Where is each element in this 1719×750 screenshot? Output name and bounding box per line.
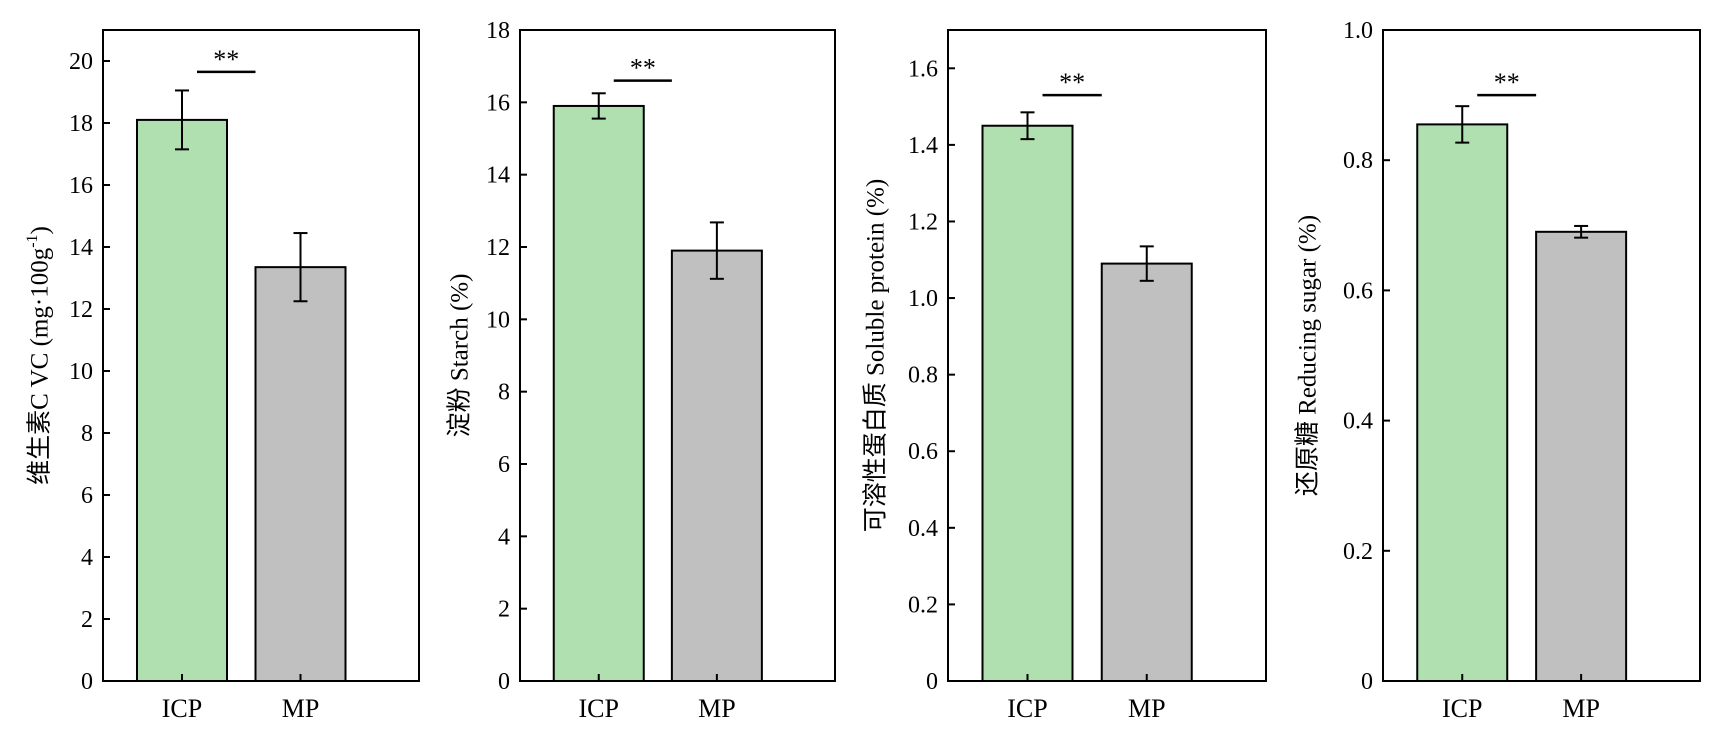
y-tick-label: 1.2 (908, 209, 938, 235)
x-tick-label: MP (1128, 694, 1166, 723)
soluble-protein-panel: 0 0.2 0.4 0.6 0.8 1.0 1.2 1.4 1.6 ICP MP ** 可溶性蛋白质 S… (862, 29, 1267, 723)
y-axis-label: 还原糖 Reducing sugar (%) (1294, 215, 1322, 496)
y-axis-label: 可溶性蛋白质 Soluble protein (%) (862, 179, 890, 532)
y-tick-label: 4 (498, 524, 510, 550)
y-tick-label: 18 (486, 18, 510, 44)
bar-icp (1416, 123, 1509, 682)
y-tick-label: 0.8 (908, 363, 938, 389)
y-tick-label: 16 (486, 90, 510, 116)
y-tick-label: 0.2 (1343, 539, 1373, 565)
y-tick-label: 4 (81, 545, 93, 571)
y-axis-label-end: ) (27, 226, 54, 234)
significance-label: ** (1494, 68, 1520, 97)
y-tick-label: 8 (81, 421, 93, 447)
y-axis-label: 维生素C VC (mg·100g-1) (24, 226, 54, 485)
y-tick-label: 6 (81, 483, 93, 509)
y-tick-label: 0.6 (908, 439, 938, 465)
bar-mp (254, 266, 347, 682)
y-tick-label: 0 (1361, 669, 1373, 695)
bar-mp (1100, 262, 1193, 682)
vc-panel: 0 2 4 6 8 10 12 14 16 18 20 ICP MP ** 维生素C VC (mg·100g… (24, 29, 420, 723)
y-tick-label: 20 (69, 49, 93, 75)
y-tick-label: 10 (69, 359, 93, 385)
y-tick-label: 1.0 (1343, 18, 1373, 44)
y-tick-label: 1.6 (908, 56, 938, 82)
x-tick-label: ICP (162, 694, 202, 723)
y-axis-label: 淀粉 Starch (%) (446, 274, 474, 438)
x-tick-label: ICP (1442, 694, 1482, 723)
y-tick-label: 2 (81, 607, 93, 633)
bar-icp (136, 118, 228, 682)
y-tick-label: 12 (486, 235, 510, 261)
y-tick-label: 0.4 (1343, 409, 1373, 435)
bar-mp (670, 249, 763, 682)
y-tick-label: 0.6 (1343, 278, 1373, 304)
y-axis-label-superscript: -1 (24, 234, 41, 247)
x-tick-label: MP (282, 694, 320, 723)
y-tick-label: 1.4 (908, 133, 938, 159)
bar-mp (1535, 230, 1628, 682)
y-tick-label: 6 (498, 452, 510, 478)
significance-label: ** (1059, 68, 1085, 97)
y-tick-label: 2 (498, 597, 510, 623)
y-tick-label: 8 (498, 380, 510, 406)
y-tick-label: 0 (926, 669, 938, 695)
significance-label: ** (213, 45, 239, 74)
bar-icp (552, 104, 645, 682)
x-tick-label: MP (1562, 694, 1600, 723)
y-tick-label: 1.0 (908, 286, 938, 312)
x-tick-label: MP (698, 694, 736, 723)
y-tick-label: 14 (69, 235, 93, 261)
x-tick-label: ICP (579, 694, 619, 723)
significance-label: ** (630, 54, 656, 83)
y-tick-label: 0.8 (1343, 148, 1373, 174)
y-tick-label: 0 (498, 669, 510, 695)
y-tick-label: 0 (81, 669, 93, 695)
bar-icp (981, 124, 1074, 682)
y-tick-label: 10 (486, 307, 510, 333)
y-tick-label: 14 (486, 163, 510, 189)
x-tick-label: ICP (1007, 694, 1047, 723)
y-tick-label: 0.4 (908, 516, 938, 542)
y-tick-label: 18 (69, 111, 93, 137)
y-tick-label: 16 (69, 173, 93, 199)
starch-panel: 0 2 4 6 8 10 12 14 16 18 ICP MP ** 淀粉 Starch (%) (446, 18, 836, 723)
y-tick-label: 0.2 (908, 592, 938, 618)
y-tick-label: 12 (69, 297, 93, 323)
reducing-sugar-panel: 0 0.2 0.4 0.6 0.8 1.0 ICP MP ** 还原糖 Reducing suga… (1294, 18, 1701, 723)
